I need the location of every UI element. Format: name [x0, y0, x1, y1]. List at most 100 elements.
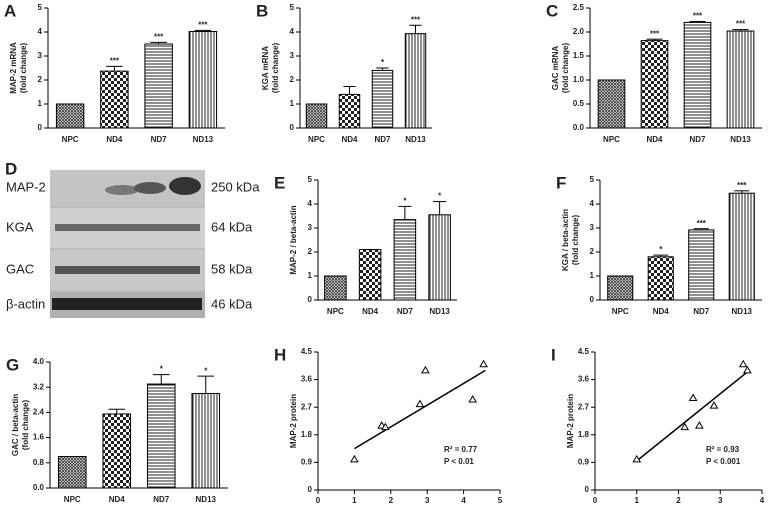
- panel-letter: G: [6, 355, 19, 374]
- x-tick-label: 1: [635, 496, 640, 505]
- significance-label: ***: [693, 12, 703, 21]
- x-tick-label: ND7: [153, 495, 170, 504]
- y-axis-label: GAC / beta-actin: [11, 394, 20, 456]
- y-tick-label: 3.6: [301, 375, 313, 384]
- y-tick-label: 0.8: [33, 458, 45, 467]
- y-tick-label: 2.0: [573, 27, 585, 36]
- point: [695, 421, 704, 429]
- panel-letter: D: [5, 159, 17, 178]
- y-axis-label: (fold change): [19, 43, 28, 94]
- x-tick-label: 4: [461, 496, 466, 505]
- y-tick-label: 1.5: [573, 51, 585, 60]
- annotation: P < 0.01: [444, 457, 474, 466]
- panel-letter: A: [4, 1, 16, 20]
- y-tick-label: 5: [590, 175, 595, 184]
- annotation: R² = 0.93: [706, 445, 740, 454]
- point: [380, 422, 390, 431]
- y-tick-label: 4.5: [578, 347, 590, 356]
- band: [52, 298, 202, 310]
- band: [55, 224, 200, 231]
- size-label: 64 kDa: [211, 219, 253, 234]
- bar: [728, 192, 755, 301]
- panel-letter: F: [556, 173, 566, 192]
- y-axis-label: (fold change): [571, 215, 580, 266]
- y-axis-label: KGA / beta-actin: [561, 209, 570, 271]
- y-tick-label: 4: [38, 27, 43, 36]
- y-axis-label: MAP-2 mRNA: [9, 42, 18, 94]
- y-tick-label: 5: [308, 175, 313, 184]
- x-tick-label: ND7: [151, 135, 168, 144]
- y-tick-label: 5: [290, 3, 295, 12]
- size-label: 58 kDa: [211, 261, 253, 276]
- size-label: 250 kDa: [211, 179, 260, 194]
- y-tick-label: 4: [590, 199, 595, 208]
- annotation: P < 0.001: [706, 457, 741, 466]
- point: [415, 399, 425, 408]
- y-tick-label: 2: [590, 247, 595, 256]
- point: [421, 365, 430, 374]
- y-tick-label: 0.0: [573, 123, 585, 132]
- x-tick-label: 5: [498, 496, 503, 505]
- band: [105, 185, 139, 195]
- bar: [55, 103, 85, 129]
- significance-label: ***: [737, 181, 747, 190]
- x-tick-label: ND4: [646, 135, 663, 144]
- x-tick-label: ND4: [341, 135, 358, 144]
- protein-label: β-actin: [6, 296, 45, 311]
- bar: [324, 275, 347, 301]
- y-tick-label: 4.0: [33, 357, 45, 366]
- panel-letter: B: [256, 1, 268, 20]
- y-tick-label: 0.9: [578, 458, 590, 467]
- protein-label: KGA: [6, 219, 34, 234]
- protein-label: MAP-2: [6, 179, 46, 194]
- y-tick-label: 4.5: [301, 347, 313, 356]
- y-tick-label: 1: [290, 99, 295, 108]
- bar: [144, 43, 173, 129]
- point: [632, 454, 642, 463]
- bar: [191, 393, 221, 489]
- x-tick-label: 3: [425, 496, 430, 505]
- bar: [393, 219, 417, 301]
- x-tick-label: ND13: [730, 135, 751, 144]
- bar: [338, 93, 361, 129]
- bar: [188, 31, 218, 129]
- x-tick-label: 1: [352, 496, 357, 505]
- bar: [57, 456, 87, 489]
- significance-label: *: [403, 197, 407, 206]
- annotation: R² = 0.77: [444, 445, 478, 454]
- fit-line: [636, 371, 748, 462]
- point: [738, 359, 748, 368]
- y-tick-label: 0: [38, 123, 43, 132]
- x-tick-label: ND7: [693, 307, 710, 316]
- band: [55, 266, 200, 274]
- y-tick-label: 2: [38, 75, 43, 84]
- bar: [100, 70, 129, 129]
- x-tick-label: ND13: [405, 135, 426, 144]
- point: [688, 393, 698, 401]
- y-tick-label: 5: [38, 3, 43, 12]
- y-tick-label: 0.5: [573, 99, 585, 108]
- x-tick-label: ND4: [109, 495, 126, 504]
- point: [680, 422, 690, 431]
- y-axis-label: (fold change): [271, 43, 280, 94]
- point: [479, 359, 488, 368]
- point: [468, 395, 478, 403]
- bar: [404, 33, 427, 129]
- significance-label: ***: [411, 15, 421, 24]
- y-tick-label: 1: [38, 99, 43, 108]
- y-tick-label: 3.2: [33, 382, 45, 391]
- significance-label: ***: [736, 20, 746, 29]
- y-tick-label: 0.0: [33, 483, 45, 492]
- x-tick-label: 2: [676, 496, 681, 505]
- x-tick-label: NPC: [64, 495, 81, 504]
- x-tick-label: 4: [760, 496, 765, 505]
- y-tick-label: 1: [590, 271, 595, 280]
- x-tick-label: 3: [718, 496, 723, 505]
- x-tick-label: 2: [389, 496, 394, 505]
- bar: [305, 103, 328, 129]
- x-tick-label: ND7: [374, 135, 391, 144]
- point: [350, 454, 359, 463]
- x-tick-label: ND4: [106, 135, 123, 144]
- bar: [358, 249, 382, 301]
- y-tick-label: 4: [308, 199, 313, 208]
